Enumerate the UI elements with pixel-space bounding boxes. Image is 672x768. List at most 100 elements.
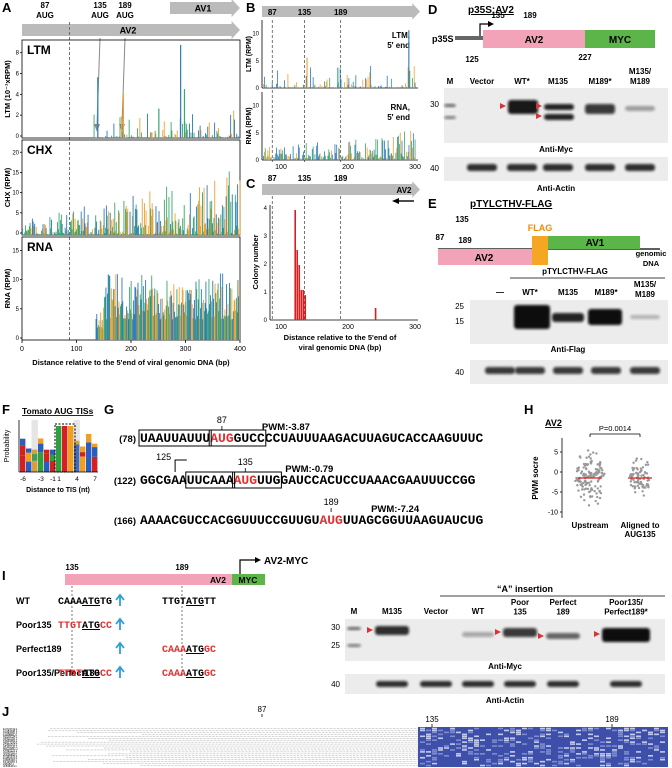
alignment-cell xyxy=(438,747,443,749)
alignment-cell xyxy=(510,729,515,732)
site-label: 189 xyxy=(118,1,132,10)
alignment-cell xyxy=(588,743,593,745)
coverage-bar xyxy=(32,221,34,235)
score-dot xyxy=(586,475,589,478)
coverage-bar xyxy=(89,232,91,235)
alignment-cell xyxy=(648,733,653,736)
alignment-cell xyxy=(624,739,629,741)
segment-label: AV2 xyxy=(525,35,544,46)
coverage-bar xyxy=(338,147,339,160)
coverage-bar xyxy=(162,231,164,235)
coverage-bar xyxy=(199,318,201,340)
logo-glyph xyxy=(56,426,62,472)
row-label: Poor135/Perfect189 xyxy=(16,668,100,678)
alignment-cell xyxy=(498,739,503,741)
coverage-bar xyxy=(121,231,123,235)
coverage-bar xyxy=(97,325,99,340)
lane-label: WT xyxy=(472,607,485,616)
coverage-bar xyxy=(194,319,196,340)
alignment-cell xyxy=(420,751,425,753)
coverage-bar xyxy=(334,87,336,88)
coverage-bar xyxy=(274,87,276,88)
coverage-bar xyxy=(177,316,179,340)
coverage-bar xyxy=(300,158,302,160)
coverage-bar xyxy=(317,142,318,160)
coverage-bar xyxy=(235,201,237,235)
coverage-bar xyxy=(119,231,121,235)
coverage-bar xyxy=(210,208,212,235)
alignment-cell xyxy=(528,760,533,763)
y-tick-label: 5 xyxy=(554,450,558,457)
coverage-bar xyxy=(57,222,58,235)
x-tick-label: -3 xyxy=(38,476,44,483)
alignment-cell xyxy=(456,747,461,749)
insertion-arrow xyxy=(115,641,125,654)
score-dot xyxy=(574,479,577,483)
band-arrow xyxy=(536,103,542,109)
coverage-bar xyxy=(237,280,239,340)
gel-band xyxy=(347,644,361,647)
coverage-bar xyxy=(57,229,59,235)
alignment-cell xyxy=(588,737,593,740)
gel-band xyxy=(552,313,584,322)
coverage-bar xyxy=(50,228,52,235)
gel-band xyxy=(585,104,615,114)
antibody-label: Anti-Myc xyxy=(488,662,522,671)
score-dot xyxy=(641,490,644,493)
y-tick-label: 4 xyxy=(264,206,268,212)
coverage-bar xyxy=(49,217,51,235)
alignment-cell xyxy=(480,753,485,755)
coverage-bar xyxy=(278,149,280,160)
logo-glyph xyxy=(26,461,32,472)
coverage-bar xyxy=(351,153,352,160)
coverage-bar xyxy=(60,214,62,235)
coverage-bar xyxy=(223,315,225,340)
coverage-bar xyxy=(177,222,179,235)
score-dot xyxy=(642,494,645,497)
coverage-bar xyxy=(263,151,265,160)
coverage-bar xyxy=(34,223,36,235)
gel-band xyxy=(508,100,538,114)
alignment-cell xyxy=(648,743,653,745)
panel-label: D xyxy=(428,2,437,17)
alignment-cell xyxy=(426,764,431,767)
coverage-bar xyxy=(224,309,226,340)
coverage-bar xyxy=(381,138,383,160)
gel-band xyxy=(553,367,583,374)
alignment-cell xyxy=(576,733,581,736)
coverage-bar xyxy=(361,157,363,160)
gel-band xyxy=(420,681,452,687)
coverage-bar xyxy=(83,206,85,235)
coverage-bar xyxy=(399,132,401,160)
x-tick-label: 200 xyxy=(125,346,137,353)
coverage-bar xyxy=(198,130,200,138)
coverage-bar xyxy=(108,211,110,235)
coverage-bar xyxy=(169,296,171,340)
alignment-cell xyxy=(558,760,563,763)
coverage-bar xyxy=(206,313,208,340)
coverage-bar xyxy=(334,144,336,160)
logo-glyph xyxy=(74,440,80,445)
coverage-bar xyxy=(202,319,204,340)
coverage-bar xyxy=(217,133,219,138)
score-dot xyxy=(595,452,598,455)
score-dot xyxy=(629,480,633,483)
alignment-cell xyxy=(654,733,659,736)
coverage-bar xyxy=(137,227,139,235)
score-dot xyxy=(599,491,603,495)
score-dot xyxy=(633,487,636,490)
coverage-bar xyxy=(222,273,224,340)
coverage-bar xyxy=(263,84,264,88)
coverage-bar xyxy=(218,217,219,235)
coverage-bar xyxy=(341,87,343,88)
sequence-part: AUG xyxy=(319,513,343,528)
coverage-bar xyxy=(205,133,206,138)
score-dot xyxy=(586,449,590,452)
logo-glyph xyxy=(32,460,38,472)
score-dot xyxy=(586,463,590,466)
alignment-cell xyxy=(510,727,515,730)
coverage-bar xyxy=(185,234,187,235)
score-dot xyxy=(589,457,592,460)
logo-glyph xyxy=(50,461,56,472)
